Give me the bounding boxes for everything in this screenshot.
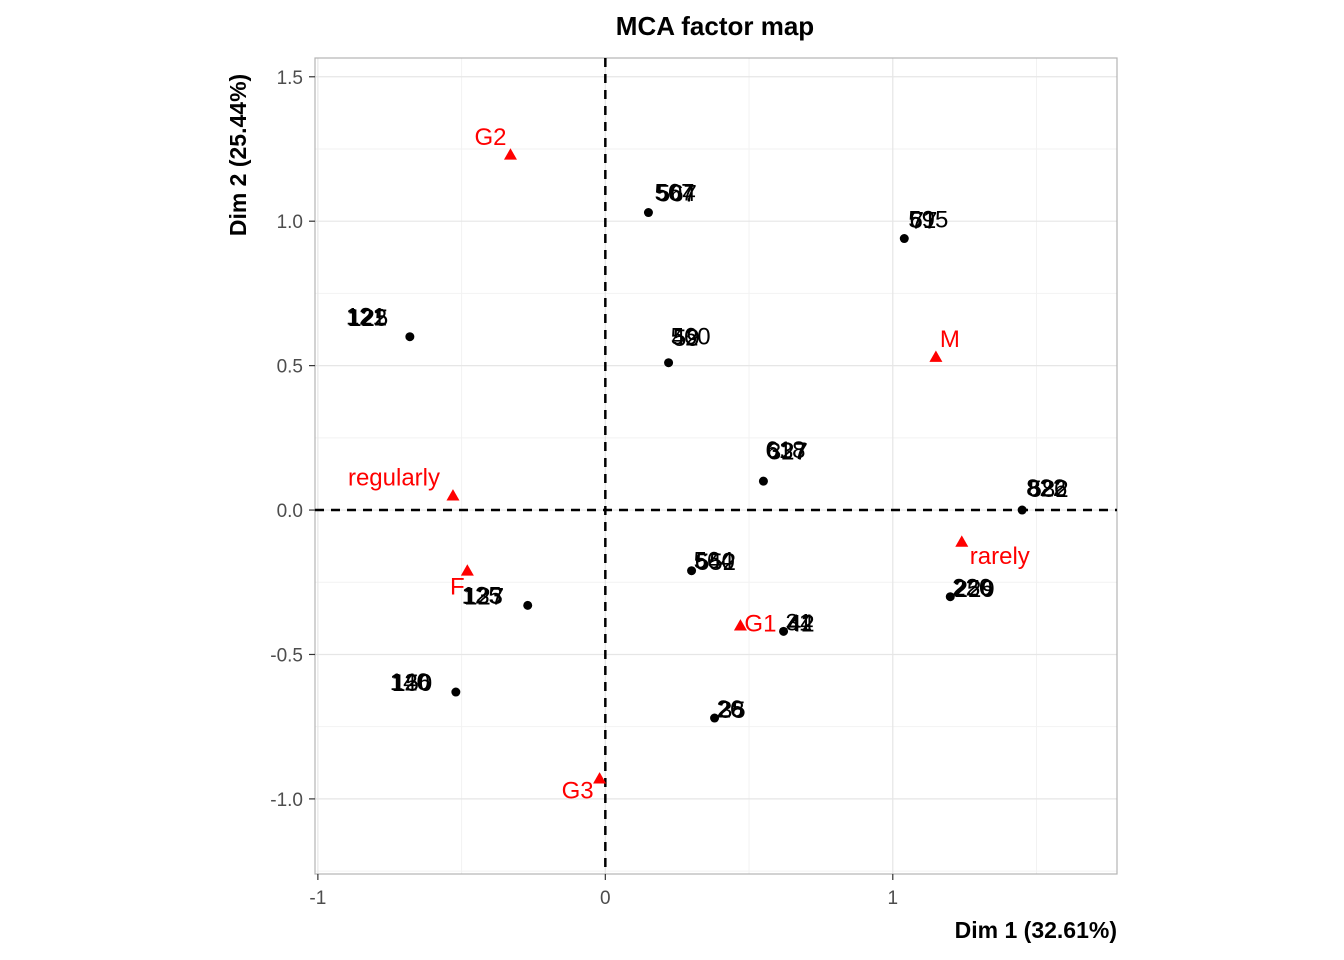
x-tick-label: -1 <box>309 888 326 909</box>
category-point <box>955 535 969 547</box>
y-tick-label: 1.5 <box>277 68 303 89</box>
individual-point <box>687 566 697 576</box>
category-point <box>929 350 943 362</box>
individual-label: 504 <box>656 180 696 207</box>
individual-label: 126 <box>391 670 431 697</box>
category-label: G1 <box>744 611 776 638</box>
x-tick-label: 1 <box>887 888 898 909</box>
individual-label: 220 <box>952 575 992 602</box>
individual-point <box>451 687 461 697</box>
panel-border <box>314 57 1118 875</box>
category-label: F <box>450 574 465 601</box>
individual-label: 564 <box>694 548 734 575</box>
individual-label: 618 <box>765 437 805 464</box>
individual-label: 42 <box>788 611 815 638</box>
individual-label: 560 <box>671 324 711 351</box>
y-axis-title: Dim 2 (25.44%) <box>225 74 251 236</box>
individual-label: 77 <box>911 208 938 235</box>
individual-label: 59 <box>673 325 700 352</box>
individual-label: 140 <box>390 669 430 696</box>
individual-label: 582 <box>1029 476 1069 503</box>
individual-label: 822 <box>1026 475 1066 502</box>
individual-point <box>523 600 533 610</box>
individual-point <box>899 234 909 244</box>
individual-label: 133 <box>463 583 503 610</box>
individual-label: 61 <box>909 207 936 234</box>
category-label: G2 <box>474 124 506 151</box>
y-tick-label: 1.0 <box>277 212 303 233</box>
individual-label: 567 <box>654 180 694 207</box>
individual-label: 256 <box>953 575 993 602</box>
individual-label: 637 <box>767 438 807 465</box>
category-point <box>446 489 460 501</box>
category-point <box>593 772 607 784</box>
category-point <box>733 619 747 631</box>
x-tick-label: 0 <box>600 888 611 909</box>
individual-label: 125 <box>462 582 502 609</box>
individual-point <box>1017 505 1027 515</box>
category-point <box>460 564 474 576</box>
individual-label: 28 <box>718 697 745 724</box>
individual-label: 150 <box>392 670 432 697</box>
individual-label: 567 <box>657 181 697 208</box>
category-label: G3 <box>562 778 594 805</box>
y-tick-label: -1.0 <box>270 790 303 811</box>
individual-label: 229 <box>955 576 995 603</box>
individual-label: 327 <box>768 438 808 465</box>
individual-point <box>710 713 720 723</box>
category-point <box>503 148 517 160</box>
y-tick-label: 0.0 <box>277 501 303 522</box>
individual-label: 31 <box>786 609 813 636</box>
y-tick-label: -0.5 <box>270 645 303 666</box>
individual-label: 35 <box>719 697 746 724</box>
category-label: rarely <box>970 543 1030 570</box>
individual-label: 122 <box>347 304 387 331</box>
individual-point <box>405 332 415 342</box>
individual-point <box>758 476 768 486</box>
individual-label: 826 <box>1027 476 1067 503</box>
plot-area: -1 0 1-1.0-0.50.00.51.01.55675045675956177… <box>270 57 1118 909</box>
category-label: regularly <box>348 465 440 492</box>
individual-label: 640 <box>695 548 735 575</box>
individual-point <box>945 592 955 602</box>
category-label: M <box>940 326 960 353</box>
y-tick-label: 0.5 <box>277 357 303 378</box>
individual-point <box>779 626 789 636</box>
individual-label: 42 <box>672 324 699 351</box>
individual-label: 121 <box>346 304 386 331</box>
individual-label: 552 <box>696 549 736 576</box>
individual-label: 125 <box>348 305 388 332</box>
individual-label: 44 <box>787 610 814 637</box>
individual-point <box>643 208 653 218</box>
chart-title: MCA factor map <box>616 11 814 41</box>
individual-label: 595 <box>908 207 948 234</box>
individual-label: 26 <box>717 696 744 723</box>
x-axis-title: Dim 1 (32.61%) <box>955 917 1117 943</box>
individual-point <box>664 358 674 368</box>
individual-label: 127 <box>464 584 504 611</box>
